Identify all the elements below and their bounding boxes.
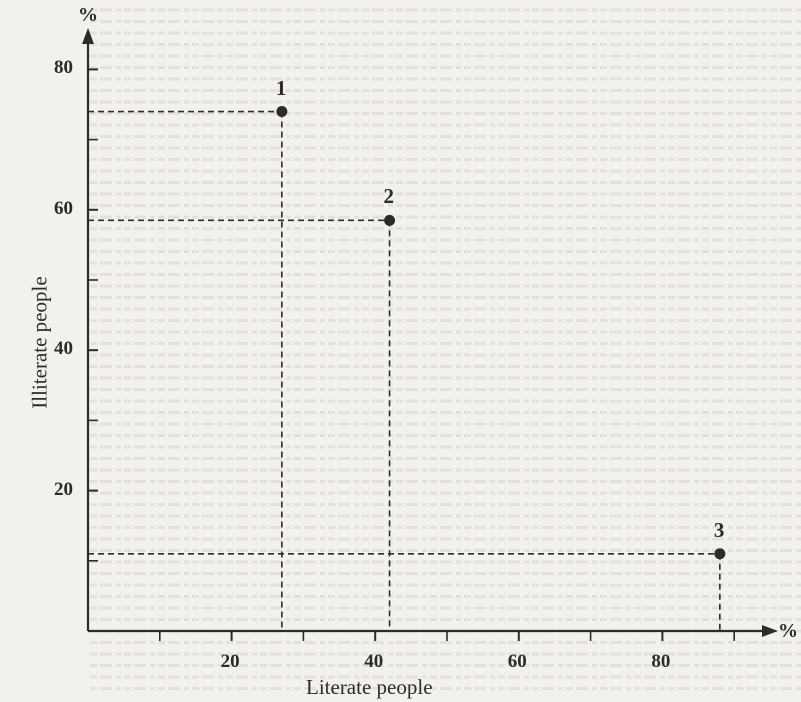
x-unit-label: % (778, 620, 798, 642)
y-axis-arrow (82, 28, 94, 44)
point-label: 3 (713, 517, 725, 542)
data-point (714, 548, 726, 560)
data-point (384, 214, 396, 226)
point-label: 1 (275, 75, 287, 100)
y-axis-title: Illiterate people (27, 276, 52, 409)
x-axis-title: Literate people (306, 675, 433, 699)
data-point (276, 106, 288, 118)
y-tick-label: 40 (54, 338, 73, 360)
point-label: 2 (383, 184, 395, 209)
axis-ticks (88, 68, 736, 641)
y-tick-label: 60 (54, 197, 73, 219)
axes (82, 28, 778, 637)
x-axis-arrow (762, 625, 778, 637)
y-unit-label: % (78, 4, 98, 26)
x-tick-label: 80 (651, 651, 671, 672)
x-tick-label: 40 (364, 651, 384, 672)
dashed-guide-lines (88, 110, 721, 631)
y-tick-label: 80 (54, 57, 73, 79)
x-tick-label: 60 (507, 651, 527, 672)
y-tick-label: 20 (54, 478, 73, 500)
data-points (276, 106, 726, 560)
x-tick-label: 20 (220, 651, 240, 672)
